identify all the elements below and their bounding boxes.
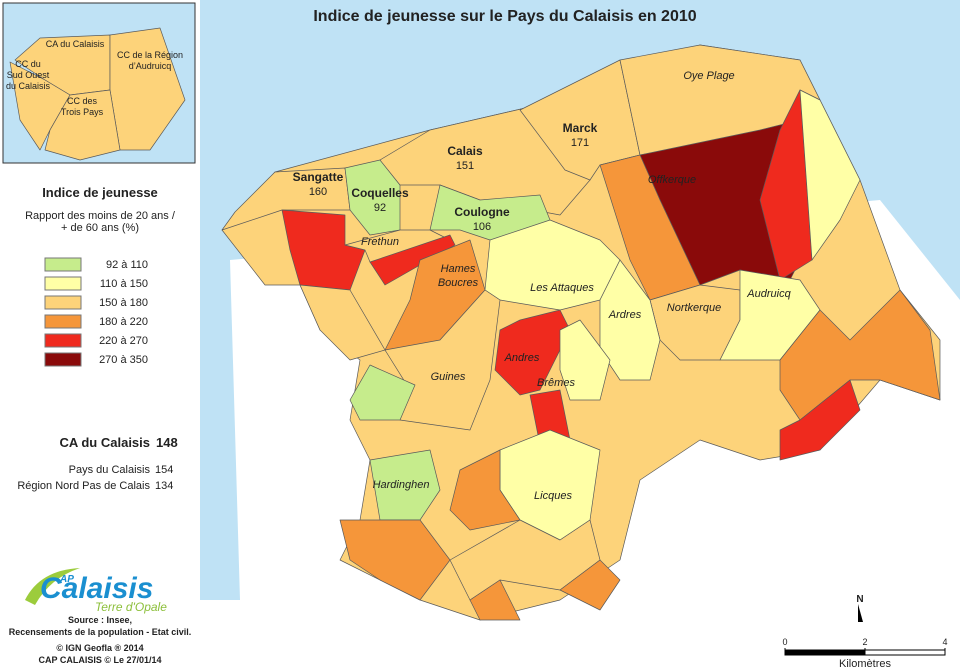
logo-text: Calaisis (40, 572, 153, 605)
stat-label: Région Nord Pas de Calais (17, 480, 150, 492)
commune-area (349, 364, 416, 421)
inset-label: CA du Calaisis (46, 39, 105, 49)
communes (221, 44, 941, 621)
commune-name: Coquelles (351, 186, 409, 200)
commune-value: 160 (309, 186, 327, 198)
inset-label: CC de la Région d’Audruicq (117, 50, 183, 71)
stat-value: 134 (155, 480, 173, 492)
logo-tagline: Terre d'Opale (95, 600, 167, 614)
logo-swoosh (25, 568, 80, 605)
commune-area (779, 289, 941, 421)
commune-name: Oye Plage (683, 70, 734, 82)
commune-area (559, 559, 621, 611)
legend-swatch (44, 314, 82, 329)
legend-subtitle: Rapport des moins de 20 ans / + de 60 ans… (25, 210, 176, 234)
commune-area (281, 209, 366, 291)
legend-swatch (44, 295, 82, 310)
commune-area (369, 234, 456, 286)
inset-label: CC des Trois Pays (61, 96, 104, 117)
legend-label: 220 à 270 (99, 335, 148, 347)
legend-swatch (44, 333, 82, 348)
stat-label: CA du Calaisis (59, 435, 150, 450)
commune-value: 151 (456, 160, 474, 172)
north-arrow: N (856, 594, 864, 622)
credits: © IGN Geofla ® 2014 CAP CALAISIS © Le 27/… (38, 643, 161, 665)
commune-area (469, 579, 521, 621)
inset-area (44, 89, 121, 161)
commune-name: Coulogne (454, 205, 510, 219)
commune-name: Nortkerque (667, 302, 721, 314)
stat-value: 154 (155, 464, 173, 476)
commune-name: Andres (504, 352, 540, 364)
legend-label: 270 à 350 (99, 354, 148, 366)
commune-value: 92 (374, 202, 386, 214)
commune-name: Guines (431, 371, 466, 383)
commune-name: Frethun (361, 236, 399, 248)
commune-area (799, 89, 861, 261)
commune-name: Brêmes (537, 377, 575, 389)
commune-name: Marck (563, 121, 598, 135)
commune-name: Audruicq (746, 288, 791, 300)
commune-labels: Sangatte 160 Calais 151 Marck 171 Coquelles 92 C… (293, 70, 792, 502)
commune-area (339, 519, 451, 601)
scale-tick-label: 2 (862, 637, 867, 647)
commune-area (779, 379, 861, 461)
inset-map: CA du Calaisis CC du Sud Ouest du Calaisis C… (6, 27, 186, 161)
scale-bar: 0 2 4 Kilomètres (782, 637, 947, 670)
legend-swatch (44, 276, 82, 291)
scale-unit: Kilomètres (839, 658, 891, 670)
title: Indice de jeunesse sur le Pays du Calais… (313, 8, 696, 25)
legend-label: 110 à 150 (100, 278, 148, 290)
commune-name: Hames Boucres (438, 263, 479, 289)
commune-name: Ardres (608, 309, 642, 321)
scale-tick-label: 0 (782, 637, 787, 647)
logo-prefix: AP (59, 574, 74, 585)
commune-name: Calais (447, 144, 483, 158)
legend-label: 92 à 110 (106, 259, 148, 271)
commune-area (369, 449, 441, 521)
inset-label: CC du Sud Ouest du Calaisis (6, 59, 51, 91)
stat-label: Pays du Calaisis (69, 464, 151, 476)
commune-value: 171 (571, 137, 589, 149)
legend-label: 180 à 220 (99, 316, 148, 328)
legend-swatch (44, 352, 82, 367)
stat-value: 148 (156, 435, 178, 450)
stats: CA du Calaisis 148 Pays du Calaisis 154 Régi… (17, 435, 177, 492)
north-label: N (856, 594, 863, 605)
commune-value: 106 (473, 221, 491, 233)
commune-area (299, 284, 386, 361)
legend-label: 150 à 180 (99, 297, 148, 309)
legend-swatch (44, 257, 82, 272)
commune-area (559, 319, 611, 401)
legend-title: Indice de jeunesse (42, 185, 158, 200)
commune-name: Offkerque (648, 174, 696, 186)
commune-area (494, 309, 571, 396)
commune-name: Licques (534, 490, 572, 502)
commune-name: Les Attaques (530, 282, 594, 294)
commune-area (759, 89, 813, 281)
scale-bar-segment (785, 650, 865, 655)
commune-name: Hardinghen (373, 479, 430, 491)
commune-area (719, 269, 821, 361)
logo: AP Calaisis Terre d'Opale (25, 568, 167, 614)
scale-tick-label: 4 (942, 637, 947, 647)
source: Source : Insee, Recensements de la popula… (9, 615, 192, 637)
north-arrow-shape (858, 604, 863, 622)
commune-name: Sangatte (293, 170, 344, 184)
legend: 92 à 110 110 à 150 150 à 180 180 à 220 220 à… (44, 257, 148, 367)
